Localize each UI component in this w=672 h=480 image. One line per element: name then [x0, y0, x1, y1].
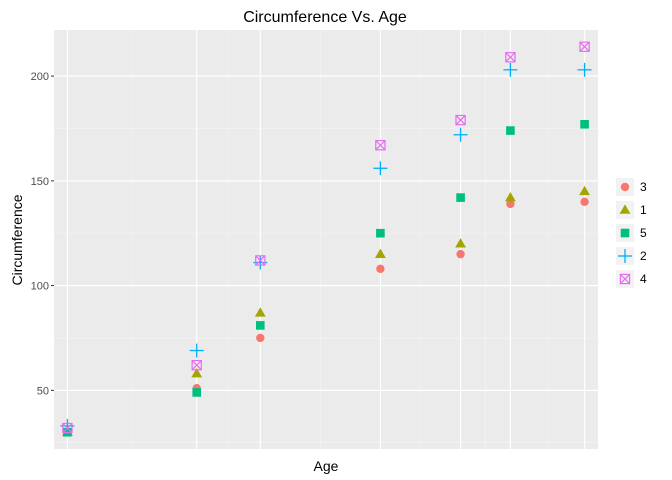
legend-item-5: 5	[616, 224, 647, 242]
data-point-series-1	[375, 248, 386, 258]
data-point-series-5	[506, 126, 515, 135]
legend-marker-3	[620, 182, 630, 192]
plot-panel	[54, 30, 598, 449]
data-point-series-1	[455, 238, 466, 248]
legend-marker-2	[618, 249, 632, 263]
legend-item-1: 1	[616, 201, 647, 219]
data-point-series-2	[189, 343, 204, 358]
legend-item-2: 2	[616, 247, 647, 265]
data-point-series-2	[453, 127, 468, 142]
data-point-series-4	[62, 422, 73, 434]
data-point-series-4	[375, 140, 386, 151]
minor-gridlines	[54, 30, 598, 449]
legend-marker-1	[619, 204, 631, 214]
data-point-series-5	[192, 388, 202, 397]
data-point-series-5	[580, 119, 589, 129]
data-point-series-3	[256, 333, 265, 343]
data-point-series-3	[580, 197, 589, 206]
legend-item-4: 4	[616, 270, 647, 288]
data-point-series-1	[504, 192, 516, 202]
y-axis-ticks: 50 100 150 200	[31, 71, 54, 397]
legend-marker-4	[619, 273, 631, 285]
y-axis-title: Circumference	[9, 194, 25, 285]
data-point-series-2	[577, 62, 592, 77]
legend-marker-5	[620, 228, 630, 238]
legend-label: 1	[640, 203, 647, 217]
data-point-series-3	[456, 249, 465, 259]
data-point-series-4	[255, 255, 266, 266]
data-point-series-4	[579, 41, 590, 52]
data-point-series-5	[255, 321, 265, 330]
legend-label: 3	[640, 180, 647, 194]
data-point-series-4	[455, 114, 466, 126]
legend: 3 1 5 2 4	[616, 178, 647, 288]
data-point-series-2	[503, 62, 518, 77]
data-point-series-5	[376, 228, 385, 238]
y-tick-label: 100	[31, 281, 49, 293]
data-point-series-3	[376, 264, 385, 274]
legend-label: 2	[640, 249, 647, 263]
y-tick-label: 200	[31, 71, 49, 83]
data-point-series-4	[191, 360, 202, 371]
x-axis-title: Age	[314, 458, 339, 474]
major-gridlines	[54, 30, 598, 449]
y-tick-label: 150	[31, 176, 49, 188]
data-point-series-3	[506, 199, 515, 209]
legend-item-3: 3	[616, 178, 647, 196]
chart-title: Circumference Vs. Age	[243, 9, 407, 26]
legend-label: 4	[640, 272, 647, 286]
data-point-series-1	[254, 307, 266, 317]
data-point-series-4	[505, 52, 516, 63]
data-point-series-1	[579, 185, 590, 196]
data-points	[60, 41, 592, 437]
y-tick-label: 50	[37, 385, 49, 397]
legend-label: 5	[640, 226, 647, 240]
data-point-series-2	[373, 161, 388, 176]
data-point-series-5	[456, 193, 465, 202]
data-point-series-1	[191, 367, 203, 378]
